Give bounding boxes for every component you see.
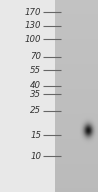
Text: 10: 10 (30, 152, 41, 161)
Text: 70: 70 (30, 52, 41, 61)
Text: 100: 100 (25, 35, 41, 44)
Text: 40: 40 (30, 81, 41, 90)
Text: 15: 15 (30, 131, 41, 140)
Text: 25: 25 (30, 107, 41, 115)
Text: 170: 170 (25, 8, 41, 17)
Text: 130: 130 (25, 22, 41, 30)
Text: 55: 55 (30, 66, 41, 74)
Text: 35: 35 (30, 90, 41, 99)
